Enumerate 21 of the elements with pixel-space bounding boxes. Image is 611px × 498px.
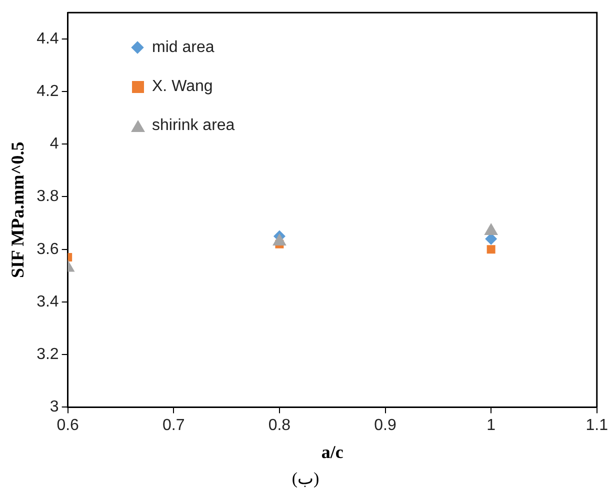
text: (ب) xyxy=(290,468,320,489)
x-tick-label: 0.7 xyxy=(162,417,185,434)
x-tick-label: 0.6 xyxy=(56,417,80,434)
y-tick-label: 3.8 xyxy=(36,188,59,206)
x-tick-label: 0.9 xyxy=(374,417,396,434)
y-tick-label: 3.2 xyxy=(36,346,59,363)
y-tick-label: 4.4 xyxy=(36,30,59,48)
y-tick-label: 4.2 xyxy=(36,82,59,100)
x-tick-label: 1.1 xyxy=(586,417,608,434)
legend-label: shirink area xyxy=(151,116,235,136)
y-tick-label: 3.4 xyxy=(36,293,59,310)
legend-label: X. Wang xyxy=(151,76,214,96)
y-axis-title: SIF MPa.mm^0.5 xyxy=(7,142,28,278)
legend-label: mid area xyxy=(151,38,216,58)
x-tick-label: 0.8 xyxy=(268,417,291,434)
x-axis-title: a/c xyxy=(321,442,344,462)
y-tick-label: 3 xyxy=(50,398,59,416)
point xyxy=(486,245,496,254)
y-tick-label: 3.6 xyxy=(36,240,59,258)
x-tick-label: 1 xyxy=(486,417,496,434)
y-tick-label: 4 xyxy=(50,136,59,153)
